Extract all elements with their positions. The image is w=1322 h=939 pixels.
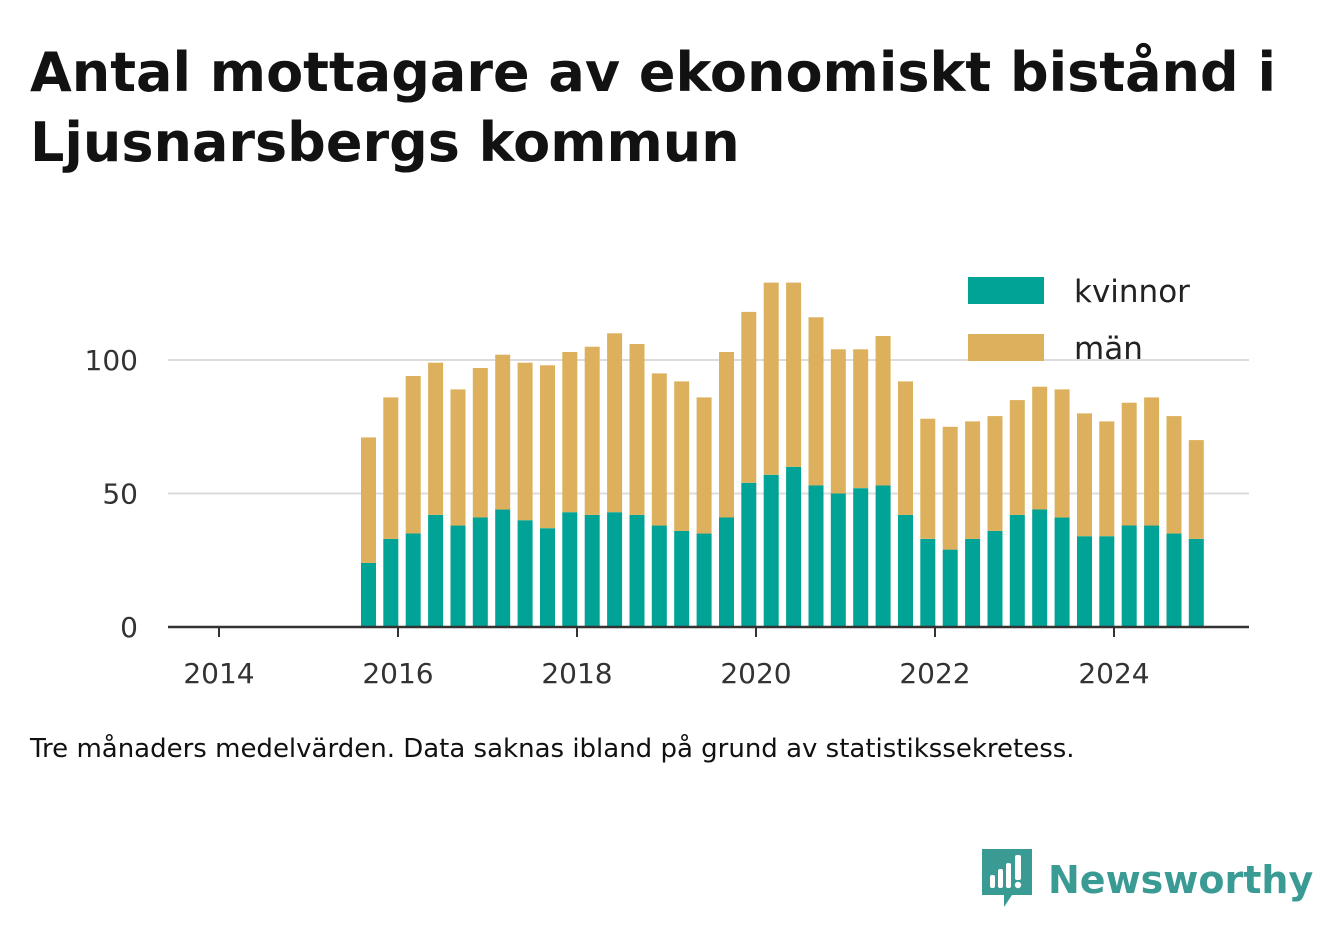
bar-kvinnor [1032, 509, 1048, 627]
x-tick-label: 2014 [183, 657, 254, 690]
bar-män [584, 346, 600, 515]
bar-män [719, 352, 734, 518]
bar-kvinnor [472, 517, 488, 627]
x-tick-label: 2022 [899, 657, 970, 690]
legend-label-män: män [1074, 331, 1143, 367]
bar-kvinnor [987, 530, 1003, 627]
bar-kvinnor [495, 509, 511, 627]
bar-män [629, 344, 645, 515]
bar-män [942, 426, 958, 550]
bar-män [383, 397, 399, 539]
bar-män [1166, 416, 1182, 534]
bar-män [1054, 389, 1070, 518]
bar-kvinnor [719, 517, 734, 627]
bar-kvinnor [1054, 517, 1070, 627]
bars [361, 282, 1204, 627]
bar-kvinnor [1166, 533, 1182, 627]
bar-kvinnor [1144, 525, 1160, 627]
bar-män [651, 373, 667, 526]
legend-swatch-kvinnor [968, 277, 1044, 304]
legend-swatch-män [968, 334, 1044, 361]
bar-kvinnor [361, 562, 376, 627]
bar-kvinnor [607, 512, 623, 627]
bar-kvinnor [383, 538, 399, 627]
bar-män [428, 362, 444, 515]
bar-kvinnor [1099, 536, 1115, 627]
bar-kvinnor [651, 525, 667, 627]
bar-män [607, 333, 623, 513]
bar-män [1144, 397, 1160, 526]
bar-kvinnor [540, 528, 555, 627]
bar-män [763, 282, 779, 475]
bar-män [987, 416, 1003, 531]
bar-män [1009, 400, 1025, 515]
legend: kvinnor män [968, 274, 1190, 367]
x-tick-label: 2018 [541, 657, 612, 690]
bar-män [495, 354, 511, 510]
bar-kvinnor [875, 485, 891, 627]
bar-män [361, 437, 376, 563]
y-tick-label: 100 [85, 344, 138, 377]
bar-kvinnor [584, 514, 600, 627]
bar-män [741, 311, 757, 483]
brand-name: Newsworthy [1048, 858, 1314, 902]
bar-kvinnor [1077, 536, 1092, 627]
bar-kvinnor [853, 488, 869, 627]
bar-män [853, 349, 869, 489]
bar-kvinnor [1121, 525, 1137, 627]
bar-kvinnor [696, 533, 712, 627]
bar-män [920, 418, 936, 539]
bar-män [517, 362, 533, 521]
x-tick-label: 2024 [1078, 657, 1149, 690]
bar-kvinnor [428, 514, 444, 627]
bar-män [562, 352, 578, 513]
bar-kvinnor [1188, 538, 1204, 627]
y-tick-label: 0 [120, 611, 138, 644]
bar-kvinnor [942, 549, 958, 627]
bar-kvinnor [763, 474, 779, 627]
chart-title: Antal mottagare av ekonomiskt bistånd i … [30, 41, 1276, 174]
bar-män [830, 349, 846, 494]
bar-män [1188, 440, 1204, 539]
bar-kvinnor [830, 493, 846, 627]
bar-kvinnor [786, 466, 802, 627]
stacked-bar-chart: 2014 2016 2018 2020 2022 2024 0 50 100 kvinnor m… [85, 274, 1249, 690]
bar-män [472, 368, 488, 518]
x-axis-ticks: 2014 2016 2018 2020 2022 2024 [183, 627, 1150, 690]
bar-kvinnor [920, 538, 936, 627]
bar-kvinnor [674, 530, 690, 627]
bar-kvinnor [517, 520, 533, 627]
bar-kvinnor [1009, 514, 1025, 627]
bar-kvinnor [450, 525, 466, 627]
bar-män [898, 381, 913, 515]
bar-kvinnor [808, 485, 824, 627]
bar-kvinnor [562, 512, 578, 627]
bar-män [786, 282, 802, 467]
bar-män [405, 376, 421, 534]
y-axis-ticks: 0 50 100 [85, 344, 138, 644]
bar-män [540, 365, 555, 529]
x-tick-label: 2020 [720, 657, 791, 690]
bar-män [1121, 402, 1137, 526]
bar-män [450, 389, 466, 526]
bar-män [808, 317, 824, 486]
bar-män [1032, 386, 1048, 510]
bar-kvinnor [629, 514, 645, 627]
bar-kvinnor [965, 538, 981, 627]
newsworthy-logo-icon [982, 849, 1032, 907]
bar-män [875, 336, 891, 486]
y-tick-label: 50 [102, 478, 138, 511]
legend-label-kvinnor: kvinnor [1074, 274, 1190, 310]
bar-män [1099, 421, 1115, 537]
bar-män [965, 421, 981, 539]
bar-män [674, 381, 690, 531]
bar-kvinnor [405, 533, 421, 627]
bar-män [696, 397, 712, 534]
bar-män [1077, 413, 1092, 537]
footnote: Tre månaders medelvärden. Data saknas ib… [30, 734, 1075, 764]
bar-kvinnor [741, 482, 757, 627]
bar-kvinnor [898, 514, 913, 627]
newsworthy-logo[interactable]: Newsworthy [982, 849, 1314, 910]
x-tick-label: 2016 [362, 657, 433, 690]
